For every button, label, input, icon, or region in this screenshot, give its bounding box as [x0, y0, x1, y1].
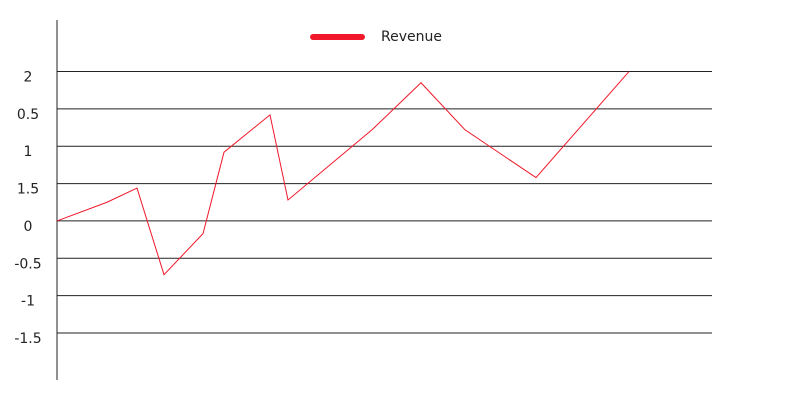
y-tick-label: -1.5	[14, 331, 41, 347]
y-tick-label: -1	[21, 294, 35, 310]
y-tick-label: 0	[24, 219, 33, 235]
y-tick-label: 1	[24, 144, 33, 160]
y-tick-label: 0.5	[17, 107, 39, 123]
legend-label: Revenue	[381, 29, 442, 45]
y-tick-label: 2	[24, 70, 33, 86]
y-tick-label: -0.5	[14, 256, 41, 272]
line	[56, 71, 630, 276]
y-tick-label: 1.5	[17, 182, 39, 198]
